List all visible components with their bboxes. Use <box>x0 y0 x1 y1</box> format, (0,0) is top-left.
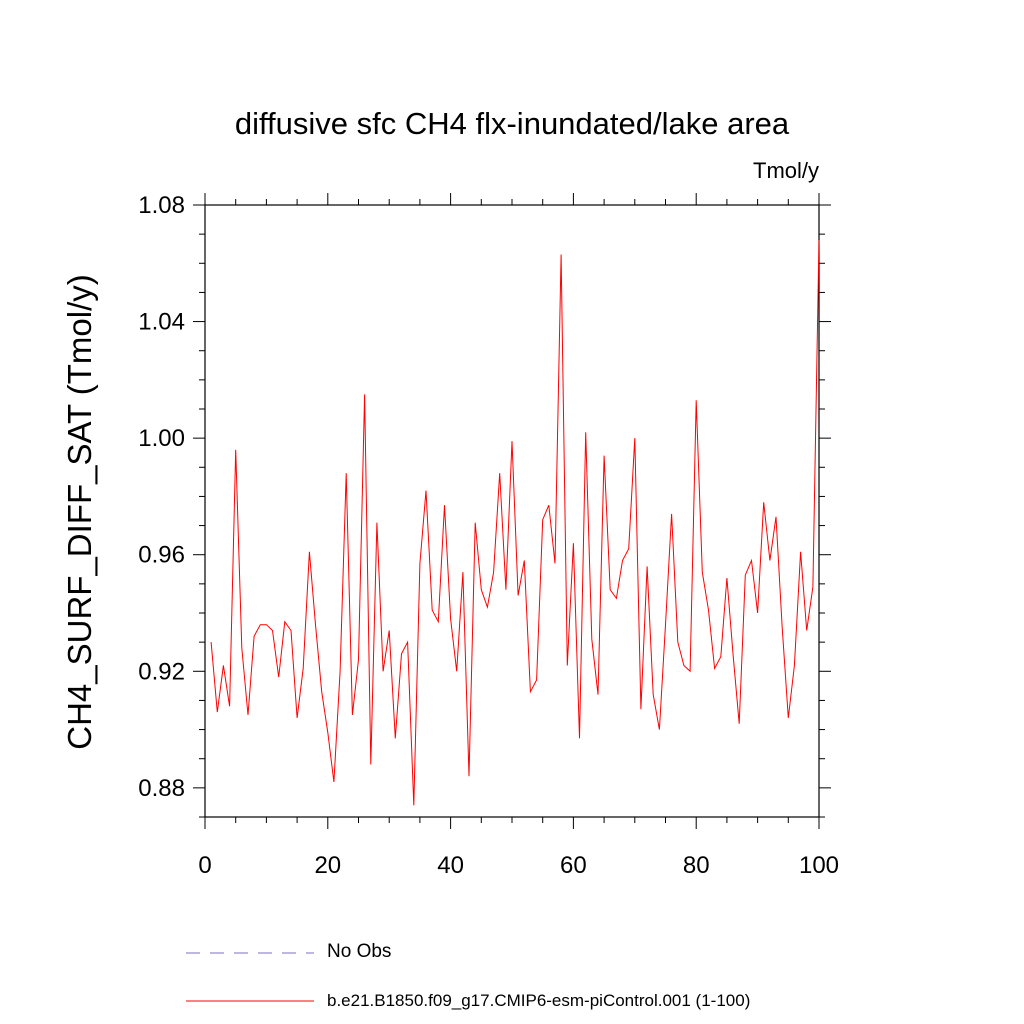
x-tick-label: 0 <box>198 852 211 879</box>
y-axis-label: CH4_SURF_DIFF_SAT (Tmol/y) <box>61 274 98 750</box>
y-tick-label: 1.00 <box>138 425 185 452</box>
x-tick-label: 100 <box>799 852 839 879</box>
x-tick-label: 40 <box>437 852 464 879</box>
units-label: Tmol/y <box>753 158 819 183</box>
x-tick-label: 80 <box>683 852 710 879</box>
series-line-model <box>210 239 820 806</box>
y-tick-label: 1.04 <box>138 309 185 336</box>
y-tick-label: 1.08 <box>138 192 185 219</box>
x-tick-label: 20 <box>314 852 341 879</box>
axis-ticks <box>193 193 831 829</box>
y-tick-label: 0.88 <box>138 775 185 802</box>
y-tick-label: 0.92 <box>138 658 185 685</box>
chart-title: diffusive sfc CH4 flx-inundated/lake are… <box>234 106 790 141</box>
tick-labels: 0 20 40 60 80 100 0.88 0.92 0.96 1.00 1.04 1.08 <box>138 192 839 879</box>
plot-frame <box>204 204 820 818</box>
x-tick-label: 60 <box>560 852 587 879</box>
legend-label-obs: No Obs <box>327 941 392 962</box>
y-tick-label: 0.96 <box>138 542 185 569</box>
legend-label-model: b.e21.B1850.f09_g17.CMIP6-esm-piControl.… <box>327 991 751 1010</box>
